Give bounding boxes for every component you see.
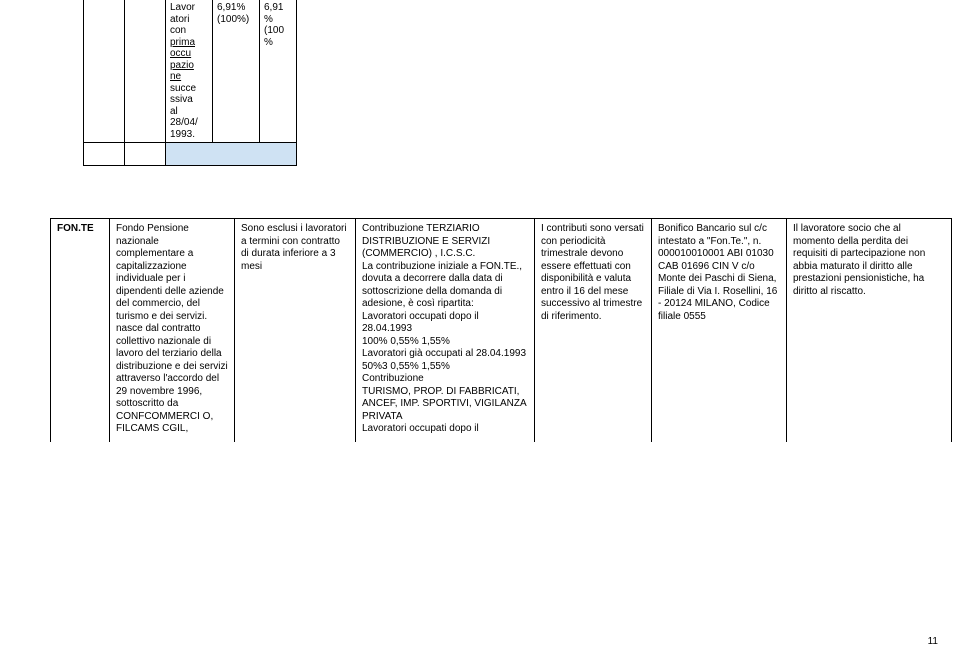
mini-cell-pct1: 6,91% (100%) xyxy=(213,0,260,143)
mini-c2-underline: primaoccupazione xyxy=(170,37,195,83)
mini-blue-strip xyxy=(166,143,297,166)
cell-description: Fondo Pensione nazionale complementare a… xyxy=(110,219,235,442)
page-number: 11 xyxy=(928,636,938,647)
cell-contributi: I contributi sono versati con periodicit… xyxy=(535,219,652,442)
mini-c2-line2: successivaal28/04/1993. xyxy=(170,83,198,140)
mini-cell-blank-0 xyxy=(84,0,125,143)
mini-empty-a xyxy=(84,143,125,166)
mini-c2-line1: Lavoratoricon xyxy=(170,2,195,36)
cell-bonifico: Bonifico Bancario sul c/cintestato a "Fo… xyxy=(652,219,787,442)
mini-empty-b xyxy=(125,143,166,166)
cell-fund-name: FON.TE xyxy=(51,219,110,442)
mini-table: Lavoratoricon primaoccupazione successiv… xyxy=(83,0,297,166)
mini-cell-pct2: 6,91 % (100 % xyxy=(260,0,297,143)
main-table: FON.TE Fondo Pensione nazionale compleme… xyxy=(50,218,952,442)
page-root: Lavoratoricon primaoccupazione successiv… xyxy=(0,0,960,657)
cell-lavoratore: Il lavoratore socio che al momento della… xyxy=(787,219,952,442)
mini-cell-blank-1 xyxy=(125,0,166,143)
mini-cell-text: Lavoratoricon primaoccupazione successiv… xyxy=(166,0,213,143)
main-row: FON.TE Fondo Pensione nazionale compleme… xyxy=(51,219,952,442)
cell-exclusions: Sono esclusi i lavoratori a termini con … xyxy=(235,219,356,442)
cell-contribuzione: Contribuzione TERZIARIO DISTRIBUZIONE E … xyxy=(356,219,535,442)
top-table-fragment: Lavoratoricon primaoccupazione successiv… xyxy=(83,0,297,166)
